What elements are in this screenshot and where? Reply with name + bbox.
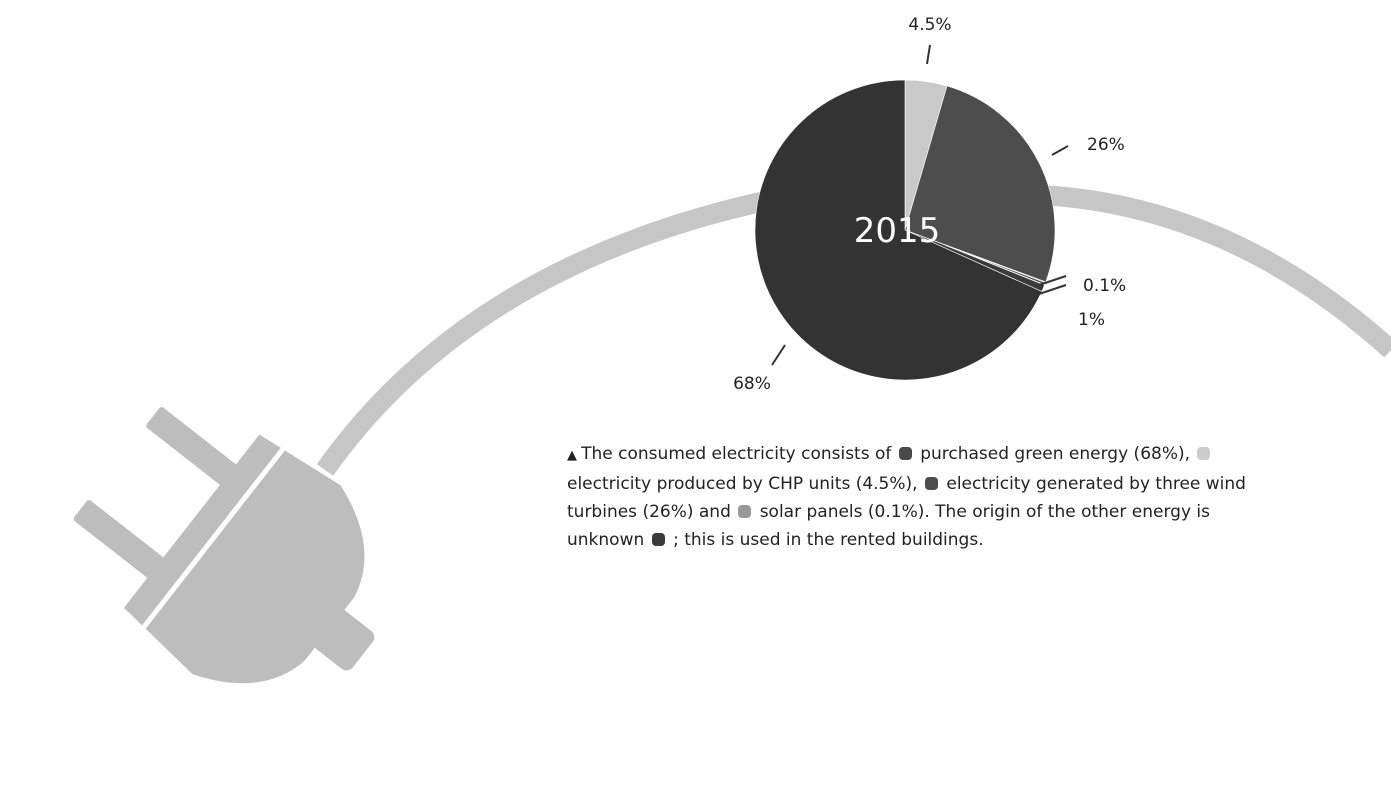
caption-text: solar panels (0.1%). The origin of the o… <box>567 502 1210 550</box>
pie <box>754 79 1056 381</box>
pie-leader-line <box>926 44 931 65</box>
legend-swatch <box>1197 447 1211 460</box>
pie-slice-label: 4.5% <box>908 15 951 35</box>
pie-slice-label: 68% <box>733 374 771 394</box>
caption-text: electricity produced by CHP units (4.5%)… <box>567 474 923 494</box>
plug-prong-upper <box>146 407 247 493</box>
pie-slice <box>754 79 1043 381</box>
caption-text: The consumed electricity consists of <box>581 444 897 464</box>
pie-slice-label: 26% <box>1087 135 1125 155</box>
legend-swatch <box>651 533 665 546</box>
caption-text: purchased green energy (68%), <box>920 444 1196 464</box>
plug-neck <box>311 608 375 671</box>
plug-body <box>123 434 365 684</box>
caption-text: ; this is used in the rented buildings. <box>673 530 984 550</box>
pie-labels: 4.5% 26% 0.1% 1% 68% <box>733 15 1126 394</box>
pie-leader-line <box>771 344 786 366</box>
legend-swatch <box>738 505 752 518</box>
pie-slice-label: 0.1% <box>1083 276 1126 296</box>
chart-caption: ▲ The consumed electricity consists of p… <box>567 440 1287 554</box>
plug-icon <box>73 407 375 684</box>
plug-groove <box>138 443 288 633</box>
caption-text: electricity generated by three wind turb… <box>567 474 1246 522</box>
legend-swatch <box>898 447 912 460</box>
power-cable <box>316 185 1391 476</box>
pie-separator-line <box>944 244 1051 288</box>
pie-leader-line <box>1038 275 1067 286</box>
plug-prong-lower <box>73 500 174 586</box>
pie-center-label: 2015 <box>854 211 941 251</box>
legend-swatch <box>924 477 938 490</box>
pie-leader-line <box>1051 145 1069 156</box>
pie-slice-label: 1% <box>1078 310 1105 330</box>
pie-leader-line <box>1038 284 1067 295</box>
pie-slice <box>904 85 1056 283</box>
triangle-marker-icon: ▲ <box>567 448 582 463</box>
